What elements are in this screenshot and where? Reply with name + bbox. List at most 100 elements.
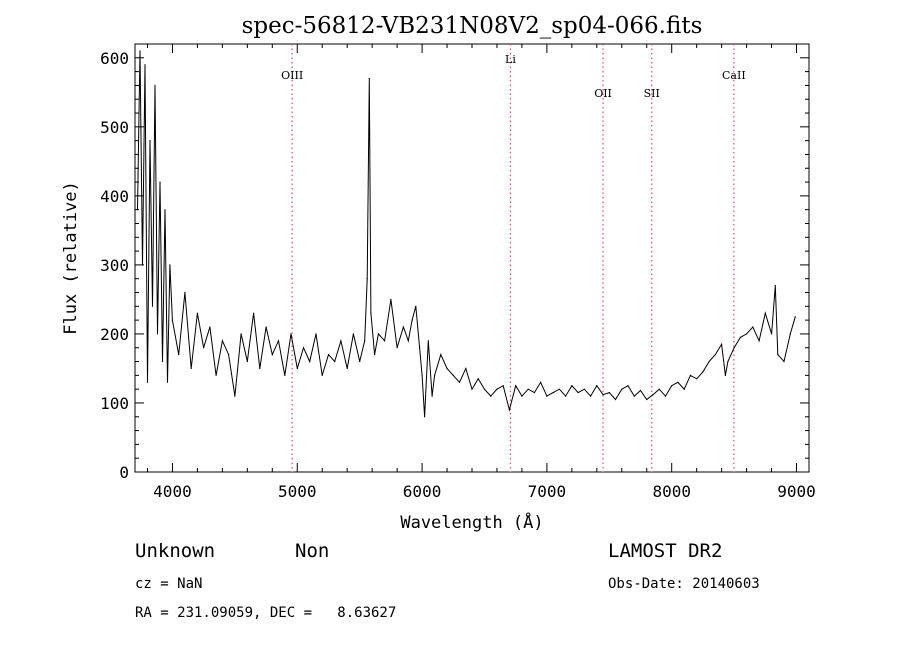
spectral-line-label: CaII bbox=[722, 69, 746, 82]
x-tick-label: 6000 bbox=[403, 482, 442, 501]
spectrum-point bbox=[608, 392, 610, 394]
x-tick-label: 8000 bbox=[652, 482, 691, 501]
spectrum-point bbox=[440, 354, 442, 356]
spectrum-point bbox=[577, 392, 579, 394]
spectrum-point bbox=[368, 77, 370, 80]
spectrum-point bbox=[149, 140, 151, 142]
survey-name: LAMOST DR2 bbox=[608, 540, 723, 562]
spectrum-point bbox=[477, 378, 479, 380]
spectrum-point bbox=[502, 385, 504, 387]
spectrum-point bbox=[764, 312, 766, 314]
spectrum-point bbox=[161, 360, 164, 363]
spectrum-point bbox=[246, 360, 248, 363]
spectrum-point bbox=[671, 385, 673, 387]
spectral-line-label: SII bbox=[644, 87, 660, 100]
x-axis-label: Wavelength (Å) bbox=[400, 511, 543, 533]
spectrum-point bbox=[558, 388, 561, 390]
spectrum-point bbox=[739, 336, 742, 338]
spectrum-point bbox=[164, 209, 166, 211]
spectrum-point bbox=[302, 347, 305, 349]
spectrum-point bbox=[571, 385, 573, 387]
x-tick-label: 9000 bbox=[777, 482, 816, 501]
spectrum-point bbox=[490, 395, 492, 397]
spectrum-point bbox=[527, 388, 529, 390]
spectrum-point bbox=[327, 354, 330, 356]
spectrum-point bbox=[714, 354, 717, 356]
spectrum-layer bbox=[136, 50, 796, 418]
y-axis-ticks: 0 100 200 300 400 500 600 bbox=[100, 49, 809, 482]
spectrum-point bbox=[284, 374, 286, 376]
spectrum-point bbox=[359, 360, 361, 363]
spectrum-chart: spec-56812-VB231N08V2_sp04-066.fits OIII… bbox=[61, 13, 816, 533]
spectrum-point bbox=[315, 333, 317, 335]
spectrum-point bbox=[228, 354, 230, 356]
spectrum-point bbox=[696, 378, 698, 380]
spectrum-point bbox=[146, 381, 149, 383]
spectrum-point bbox=[156, 333, 159, 335]
spectrum-point bbox=[424, 416, 426, 418]
spectrum-point bbox=[271, 354, 273, 356]
spectrum-point bbox=[364, 340, 366, 342]
spectral-line-label: Li bbox=[505, 53, 516, 66]
spectrum-point bbox=[633, 395, 635, 397]
spectrum-point bbox=[546, 395, 548, 397]
spectrum-point bbox=[234, 395, 236, 397]
spectrum-point bbox=[407, 340, 409, 342]
spectrum-point bbox=[259, 367, 261, 370]
observation-date: Obs-Date: 20140603 bbox=[608, 576, 760, 592]
spectrum-point bbox=[427, 340, 429, 342]
spectrum-point bbox=[159, 181, 161, 183]
object-class: Unknown bbox=[135, 540, 216, 562]
spectrum-point bbox=[377, 333, 379, 335]
spectrum-point bbox=[565, 395, 567, 397]
x-tick-label: 5000 bbox=[278, 482, 317, 501]
spectrum-point bbox=[777, 354, 779, 356]
spectrum-point bbox=[415, 305, 417, 307]
spectrum-point bbox=[727, 360, 729, 363]
spectrum-point bbox=[221, 340, 223, 342]
spectrum-point bbox=[664, 395, 667, 397]
spectrum-point bbox=[677, 381, 679, 383]
spectrum-point bbox=[646, 398, 648, 401]
spectrum-point bbox=[465, 367, 467, 370]
spectrum-point bbox=[614, 398, 617, 401]
spectrum-point bbox=[253, 312, 255, 314]
spectrum-point bbox=[733, 347, 735, 349]
x-axis-ticks: 4000 5000 6000 7000 8000 9000 bbox=[146, 44, 816, 501]
spectrum-point bbox=[421, 374, 423, 376]
spectrum-point bbox=[521, 395, 523, 397]
spectrum-point bbox=[309, 360, 311, 363]
y-tick-label: 200 bbox=[100, 325, 129, 344]
spectrum-point bbox=[171, 319, 173, 321]
spectrum-point bbox=[334, 360, 336, 363]
spectrum-point bbox=[209, 326, 211, 328]
spectrum-point bbox=[746, 333, 748, 335]
y-tick-label: 600 bbox=[100, 49, 129, 68]
x-tick-label: 7000 bbox=[528, 482, 567, 501]
spectrum-point bbox=[178, 354, 180, 356]
spectrum-point bbox=[139, 50, 141, 52]
spectrum-series-line bbox=[137, 50, 796, 417]
spectrum-point bbox=[652, 394, 654, 396]
spectrum-point bbox=[169, 264, 171, 266]
spectrum-point bbox=[471, 388, 473, 390]
spectrum-point bbox=[621, 388, 623, 390]
spectrum-point bbox=[166, 381, 169, 383]
x-tick-label: 4000 bbox=[153, 482, 192, 501]
spectrum-point bbox=[144, 64, 146, 66]
coordinates: RA = 231.09059, DEC = 8.63627 bbox=[135, 605, 397, 621]
spectrum-point bbox=[151, 305, 154, 307]
spectrum-point bbox=[446, 367, 448, 370]
object-subclass: Non bbox=[295, 540, 330, 562]
spectrum-point bbox=[724, 374, 727, 376]
spectrum-point bbox=[721, 343, 723, 345]
plot-frame bbox=[134, 43, 810, 473]
spectrum-point bbox=[458, 381, 461, 383]
spectrum-point bbox=[265, 326, 267, 328]
spectrum-point bbox=[374, 354, 376, 356]
spectrum-point bbox=[771, 333, 773, 335]
redshift-cz: cz = NaN bbox=[135, 576, 203, 592]
y-tick-label: 500 bbox=[100, 118, 129, 137]
chart-title: spec-56812-VB231N08V2_sp04-066.fits bbox=[242, 13, 703, 39]
spectrum-point bbox=[203, 347, 205, 349]
